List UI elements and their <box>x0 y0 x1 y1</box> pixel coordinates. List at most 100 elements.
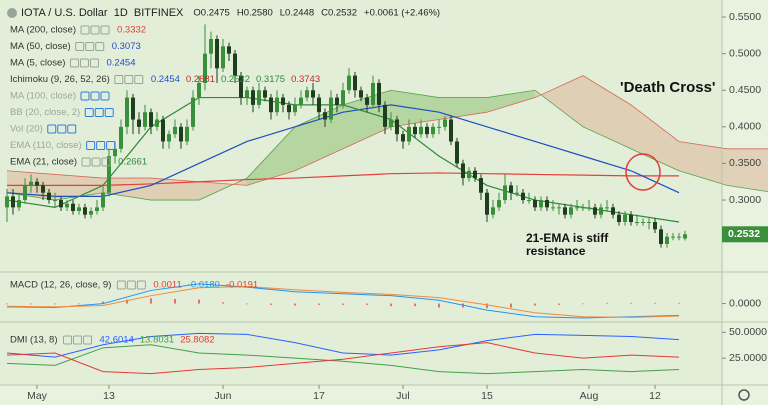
ichimoku-cloud <box>439 97 487 120</box>
last-price-box <box>722 226 768 243</box>
legend-icon <box>57 124 67 134</box>
macd-histogram-bar <box>582 303 584 305</box>
legend-icon <box>96 141 106 150</box>
candle-body <box>131 97 135 120</box>
candle-body <box>359 90 363 98</box>
candle-body <box>119 126 123 149</box>
candle-body <box>461 163 465 179</box>
legend-icon <box>81 157 91 167</box>
settings-gear[interactable] <box>738 389 750 401</box>
macd-histogram-bar <box>222 302 224 304</box>
candle-body <box>563 207 567 215</box>
legend-icon <box>80 91 90 101</box>
y-tick-label: 0.5500 <box>729 11 761 23</box>
x-tick-label: 12 <box>649 390 661 402</box>
legend-icon <box>90 91 100 101</box>
indicator-value: -0.0191 <box>226 280 258 291</box>
candle-body <box>635 222 639 223</box>
candle-body <box>587 207 591 209</box>
x-tick-label: 15 <box>481 390 493 402</box>
candle-body <box>557 207 561 209</box>
candle-body <box>581 207 585 209</box>
indicator-value: 0.3175 <box>256 74 285 85</box>
x-tick-label: Aug <box>580 390 599 402</box>
candle-body <box>29 181 33 186</box>
candle-body <box>521 192 525 201</box>
candle-body <box>317 97 321 113</box>
macd-histogram-bar <box>558 303 560 305</box>
candle-body <box>497 200 501 208</box>
candle-body <box>455 141 459 164</box>
legend-icon <box>86 141 96 150</box>
candle-body <box>143 112 147 127</box>
candle-body <box>311 90 315 98</box>
candle-body <box>269 97 273 113</box>
candle-body <box>323 112 327 120</box>
y-tick-label: 0.5000 <box>729 47 761 59</box>
candle-body <box>281 97 285 105</box>
candle-body <box>185 126 189 142</box>
indicator-name: MA (50, close) <box>10 41 71 52</box>
dmi-line <box>6 332 680 358</box>
candle-body <box>419 126 423 135</box>
candle-body <box>401 134 405 142</box>
legend-icon <box>67 124 77 134</box>
candle-body <box>203 53 207 83</box>
macd-histogram-bar <box>6 303 8 305</box>
indicator-value: 0.3073 <box>112 41 141 52</box>
candle-body <box>665 236 669 244</box>
candle-body <box>209 39 213 54</box>
cross-marker <box>625 153 661 191</box>
candle-body <box>59 200 63 208</box>
dmi-line <box>6 344 680 375</box>
signal-line <box>6 285 680 318</box>
macd-histogram-bar <box>510 303 512 308</box>
legend-icon <box>95 42 105 51</box>
candle-body <box>191 97 195 127</box>
candle-body <box>95 207 99 212</box>
indicator-name: MACD (12, 26, close, 9) <box>10 280 111 291</box>
ichimoku-cloud <box>247 126 295 186</box>
macd-histogram-bar <box>294 303 296 306</box>
ichimoku-cloud <box>727 148 768 192</box>
macd-histogram-bar <box>318 303 320 305</box>
indicator-value: 25.8082 <box>180 335 214 346</box>
indicator-name: MA (5, close) <box>10 58 65 69</box>
indicator-name: EMA (21, close) <box>10 157 77 168</box>
candle-body <box>275 97 279 113</box>
candle-body <box>593 207 597 215</box>
legend-icon <box>100 25 110 35</box>
legend-icon <box>75 42 85 51</box>
ichimoku-span <box>6 89 768 201</box>
ichimoku-cloud <box>55 174 103 201</box>
candle-body <box>293 104 297 113</box>
legend-icon <box>63 335 73 345</box>
legend-icon <box>90 25 100 35</box>
indicator-value: 0.0011 <box>153 280 181 291</box>
candle-body <box>629 214 633 222</box>
candle-body <box>659 229 663 244</box>
x-tick-label: 17 <box>313 390 325 402</box>
macd-histogram-bar <box>630 302 632 304</box>
macd-histogram-bar <box>246 303 248 305</box>
x-tick-label: May <box>27 390 48 402</box>
legend-icon <box>136 280 146 290</box>
candle-body <box>287 104 291 113</box>
candle-body <box>515 192 519 194</box>
legend-icon <box>116 280 126 290</box>
ohlc-value: O0.2475 <box>193 8 229 19</box>
y-tick-label: 0.4000 <box>729 121 761 133</box>
candle-body <box>533 200 537 208</box>
indicator-value: 0.2661 <box>118 157 147 168</box>
candle-body <box>239 75 243 98</box>
candle-body <box>599 207 603 215</box>
ichimoku-cloud <box>679 141 727 186</box>
candle-body <box>395 119 399 135</box>
candle-body <box>233 53 237 76</box>
candle-body <box>617 214 621 222</box>
candle-body <box>443 119 447 127</box>
indicator-name: Ichimoku (9, 26, 52, 26) <box>10 74 110 85</box>
y-tick-label: 25.0000 <box>729 352 767 364</box>
candle-body <box>569 207 573 215</box>
